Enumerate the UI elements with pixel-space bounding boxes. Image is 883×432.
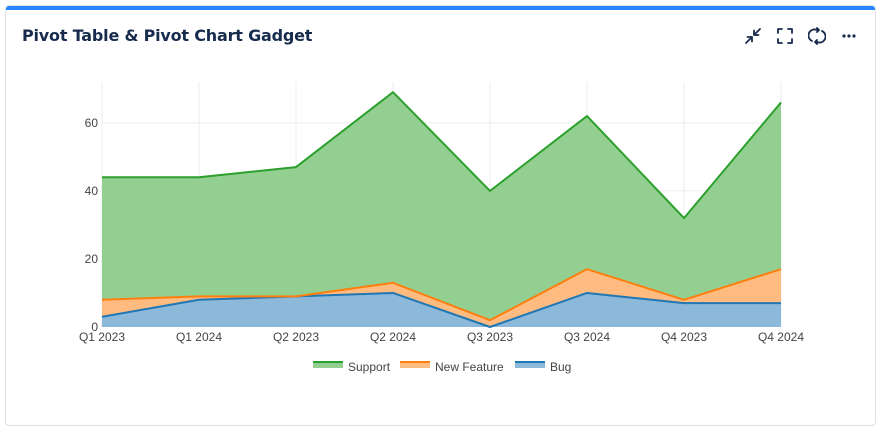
line-bug <box>101 291 781 328</box>
minimize-button[interactable] <box>741 24 765 48</box>
y-tick-label: 0 <box>91 320 98 334</box>
y-tick-label: 60 <box>85 116 99 130</box>
gadget-actions <box>741 24 861 48</box>
x-tick-label: Q1 2024 <box>176 330 222 344</box>
gadget-accent-bar <box>6 6 875 10</box>
x-tick-label: Q4 2023 <box>661 330 707 344</box>
area-new-feature <box>102 269 781 327</box>
gadget-title: Pivot Table & Pivot Chart Gadget <box>22 26 313 45</box>
line-support <box>102 91 782 220</box>
more-icon <box>842 34 856 38</box>
more-button[interactable] <box>837 24 861 48</box>
legend-swatch <box>313 362 343 368</box>
fullscreen-icon <box>777 28 793 44</box>
legend-label: Bug <box>550 360 571 374</box>
fullscreen-button[interactable] <box>773 24 797 48</box>
x-tick-label: Q3 2024 <box>564 330 610 344</box>
refresh-button[interactable] <box>805 24 829 48</box>
minimize-icon <box>745 28 761 44</box>
y-tick-label: 40 <box>85 184 99 198</box>
x-tick-label: Q1 2023 <box>79 330 125 344</box>
y-tick-label: 20 <box>85 252 99 266</box>
x-tick-label: Q4 2024 <box>758 330 804 344</box>
x-tick-label: Q2 2023 <box>273 330 319 344</box>
pivot-gadget: Pivot Table & Pivot Chart Gadget 0 20 40 60… <box>5 5 876 426</box>
legend-label: New Feature <box>435 360 504 374</box>
legend-label: Support <box>348 360 391 374</box>
legend-swatch <box>400 362 430 368</box>
area-support <box>102 92 781 321</box>
line-new-feature <box>101 268 782 322</box>
x-tick-label: Q3 2023 <box>467 330 513 344</box>
legend-swatch <box>515 362 545 368</box>
area-chart: 0 20 40 60 Q1 2023 Q1 2024 Q2 2023 Q2 2024 Q3 20… <box>79 82 804 374</box>
x-tick-label: Q2 2024 <box>370 330 416 344</box>
refresh-icon <box>808 27 826 45</box>
